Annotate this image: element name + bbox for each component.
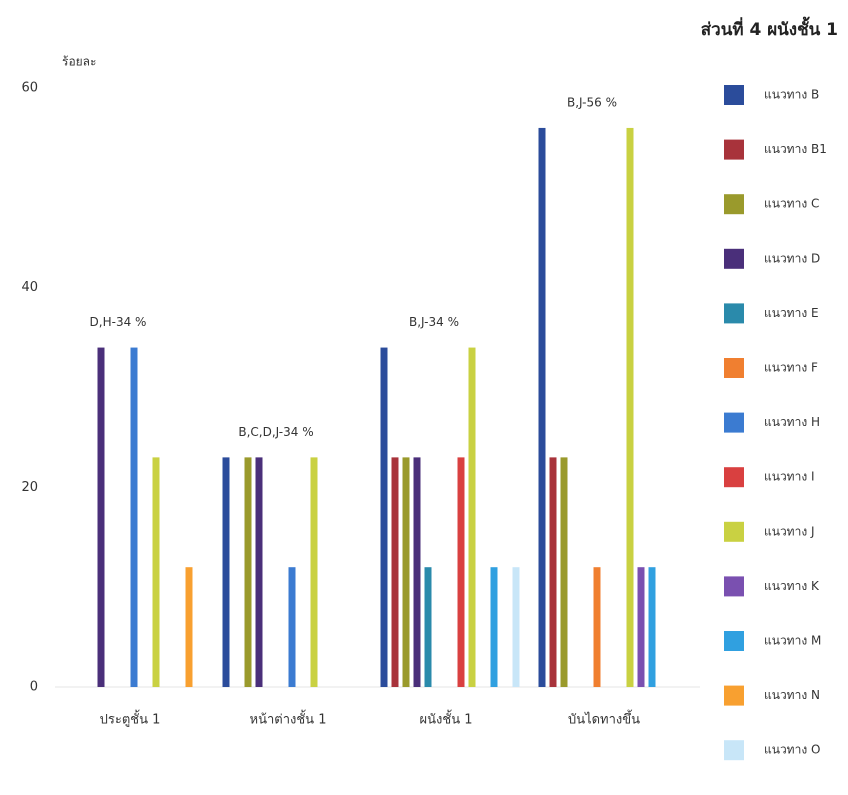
bar	[222, 457, 230, 687]
x-tick-label: หน้าต่างชั้น 1	[250, 710, 327, 728]
legend-label: แนวทาง D	[764, 251, 820, 265]
bar	[637, 567, 645, 687]
legend-swatch	[724, 740, 744, 761]
legend-label: แนวทาง N	[764, 688, 820, 702]
legend-label: แนวทาง J	[764, 524, 815, 538]
bar	[152, 457, 160, 687]
bar	[490, 567, 498, 687]
bar	[648, 567, 656, 687]
bar	[288, 567, 296, 687]
bar	[512, 567, 520, 687]
annotation: B,C,D,J-34 %	[238, 425, 313, 439]
legend-swatch	[724, 631, 744, 651]
legend-label: แนวทาง B	[764, 88, 819, 102]
legend-label: แนวทาง H	[764, 415, 820, 429]
y-tick-label: 20	[21, 480, 38, 495]
y-tick-label: 0	[30, 680, 38, 695]
legend-label: แนวทาง I	[764, 470, 815, 484]
legend-label: แนวทาง B1	[764, 142, 827, 156]
bar	[549, 457, 557, 687]
bar	[185, 567, 193, 687]
bar	[97, 347, 105, 687]
legend-swatch	[724, 139, 744, 160]
legend-swatch	[724, 303, 744, 324]
bar	[593, 567, 601, 687]
legend-swatch	[724, 248, 744, 269]
bar	[424, 567, 432, 687]
legend-label: แนวทาง E	[764, 306, 819, 320]
annotation: B,J-56 %	[567, 95, 617, 109]
legend-label: แนวทาง K	[764, 579, 820, 593]
legend-label: แนวทาง C	[764, 197, 819, 211]
annotation: B,J-34 %	[409, 315, 459, 329]
x-tick-label: บันไดทางขึ้น	[568, 710, 640, 728]
y-tick-label: 40	[21, 280, 38, 295]
annotation: D,H-34 %	[90, 315, 147, 329]
x-tick-label: ประตูชั้น 1	[100, 710, 161, 728]
bar	[538, 127, 546, 687]
bar	[413, 457, 421, 687]
legend-swatch	[724, 412, 744, 433]
bar	[255, 457, 263, 687]
bar	[457, 457, 465, 687]
legend-swatch	[724, 467, 744, 488]
legend-swatch	[724, 194, 744, 215]
bar	[130, 347, 138, 687]
legend-label: แนวทาง O	[764, 743, 820, 757]
chart-title: ส่วนที่ 4 ผนังชั้น 1	[701, 16, 838, 40]
bar	[560, 457, 568, 687]
bar	[380, 347, 388, 687]
legend-label: แนวทาง M	[764, 634, 821, 648]
y-tick-label: 60	[21, 81, 38, 96]
x-tick-label: ผนังชั้น 1	[420, 710, 473, 728]
y-axis-label: ร้อยละ	[62, 55, 96, 69]
bar	[310, 457, 318, 687]
bar	[468, 347, 476, 687]
legend-swatch	[724, 85, 744, 105]
legend-label: แนวทาง F	[764, 361, 818, 375]
legend-swatch	[724, 685, 744, 706]
bar	[626, 127, 634, 687]
legend-swatch	[724, 521, 744, 542]
bar	[402, 457, 410, 687]
bar	[244, 457, 252, 687]
bar	[391, 457, 399, 687]
legend-swatch	[724, 358, 744, 378]
legend-swatch	[724, 576, 744, 597]
